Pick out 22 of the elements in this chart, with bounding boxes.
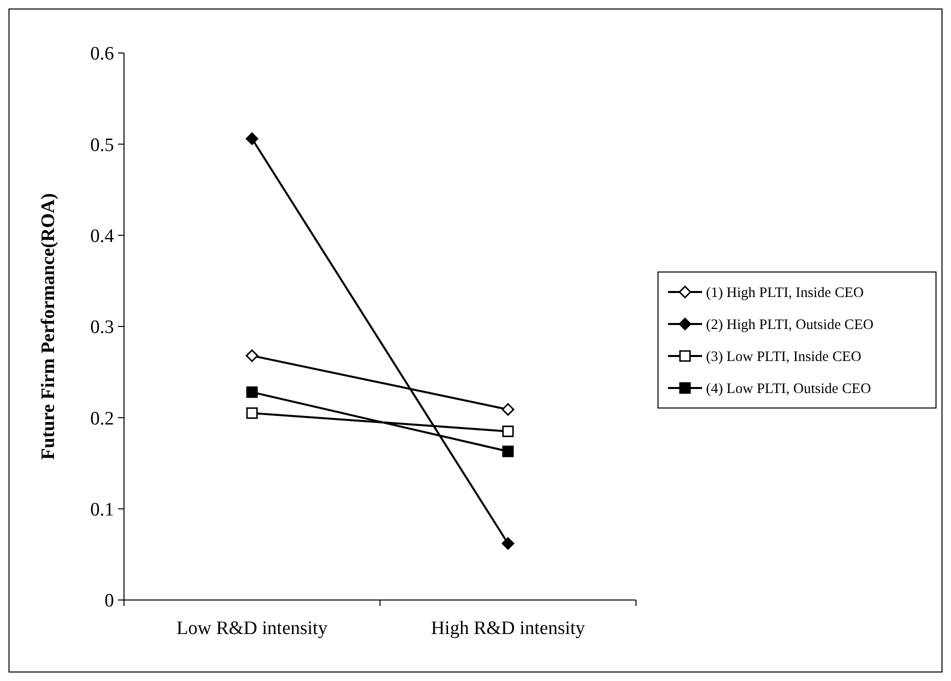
point [502,426,514,438]
y-tick-label: 0.6 [90,44,114,65]
legend-label: (2) High PLTI, Outside CEO [706,317,874,334]
y-tick-label: 0.1 [90,499,114,520]
legend-label: (1) High PLTI, Inside CEO [706,285,864,302]
point [246,349,258,362]
legend-label: (3) Low PLTI, Inside CEO [706,349,862,366]
y-tick-label: 0 [104,590,114,612]
x-tick-label: Low R&D intensity [176,618,328,639]
point [502,403,514,416]
point [502,446,514,458]
y-tick-label: 0.2 [90,408,114,430]
x-tick-label: High R&D intensity [430,618,586,639]
y-axis-title: Future Firm Performance(ROA) [38,193,59,460]
y-tick-label: 0.5 [90,134,114,156]
point [246,407,258,419]
point [502,537,514,550]
point [246,386,258,398]
y-tick-label: 0.4 [90,226,114,247]
y-tick-label: 0.3 [90,317,114,338]
point [246,132,258,145]
legend-label: (4) Low PLTI, Outside CEO [706,381,871,398]
